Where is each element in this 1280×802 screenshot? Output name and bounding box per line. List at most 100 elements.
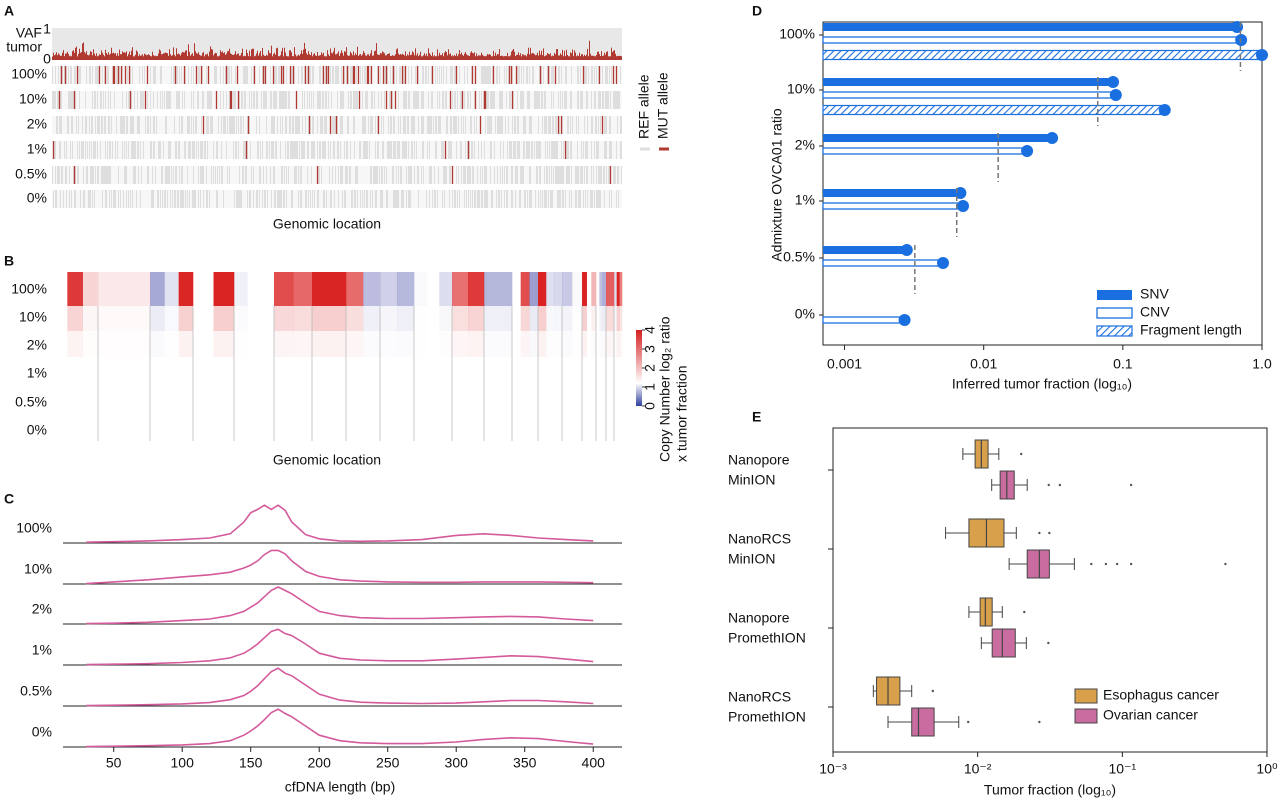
cnv-texture — [520, 331, 530, 357]
ref-texture — [52, 166, 622, 184]
box — [911, 707, 935, 737]
cnv-texture — [293, 272, 313, 306]
cnv-texture — [591, 272, 597, 306]
mut-texture — [52, 141, 567, 159]
cnv-texture — [164, 272, 179, 306]
bar — [823, 134, 1053, 142]
x-tick-label: 10⁻¹ — [1109, 761, 1137, 777]
density-line — [86, 504, 594, 543]
whisker-low — [945, 527, 969, 539]
dot — [957, 200, 970, 212]
x-tick-label: 350 — [513, 755, 537, 771]
cnv-texture — [380, 331, 397, 357]
whisker-low — [962, 448, 976, 460]
flier — [1047, 483, 1050, 487]
whisker-high — [934, 716, 960, 728]
x-tick-label: 0.01 — [970, 356, 997, 372]
cnv-texture — [363, 331, 380, 357]
x-tick-label: 300 — [445, 755, 469, 771]
flier — [1038, 531, 1041, 535]
x-axis-label: Inferred tumor fraction (log₁₀) — [952, 376, 1132, 392]
y-tick-label: PromethION — [728, 630, 806, 646]
y-tick-label: 0.5% — [783, 249, 815, 265]
flier — [1047, 641, 1050, 645]
whisker-low — [980, 637, 993, 649]
bar — [822, 36, 1242, 44]
cnv-texture — [554, 272, 563, 306]
cnv-texture — [397, 272, 415, 306]
cnv-texture — [274, 272, 294, 306]
cnv-texture — [468, 331, 485, 357]
flier — [1224, 562, 1227, 566]
flier — [1020, 452, 1023, 456]
x-tick-label: 250 — [376, 755, 400, 771]
row-label: 2% — [27, 116, 47, 132]
whisker-high — [988, 448, 1000, 460]
bar — [822, 104, 1166, 116]
y-tick-label: MinION — [728, 472, 775, 488]
dot — [1046, 132, 1059, 144]
bar — [822, 316, 906, 324]
cnv-texture — [484, 306, 513, 331]
x-tick-label: 100 — [171, 755, 195, 771]
cnv-texture — [414, 331, 427, 357]
whisker-high — [1015, 637, 1027, 649]
x-axis-label: Tumor fraction (log₁₀) — [984, 782, 1116, 798]
colorbar-tick-label: 4 — [642, 326, 658, 334]
cnv-texture — [247, 272, 261, 306]
cnv-texture — [538, 306, 547, 331]
colorbar-tick-label: 2 — [642, 364, 658, 372]
cnv-texture — [546, 306, 555, 331]
density-line — [86, 708, 594, 748]
x-tick-label: 10⁻³ — [819, 761, 847, 777]
y-tick-label: Nanopore — [728, 452, 790, 468]
panel-label: C — [4, 491, 14, 507]
cnv-texture — [312, 331, 347, 357]
track-label: VAF — [16, 25, 42, 41]
ridge-label: 10% — [24, 561, 52, 577]
cnv-texture — [234, 331, 248, 357]
cnv-texture — [616, 272, 620, 306]
y-tick-label: 0% — [795, 306, 815, 322]
cnv-texture — [312, 306, 347, 331]
flier — [1090, 562, 1093, 566]
y-tick-label: 0 — [43, 51, 51, 67]
cnv-texture — [178, 331, 194, 357]
row-label: 10% — [19, 309, 47, 325]
box — [1026, 549, 1050, 579]
cnv-texture — [468, 272, 485, 306]
colorbar-label: x tumor fraction — [674, 366, 690, 462]
cnv-texture — [213, 306, 235, 331]
flier — [1048, 531, 1051, 535]
bar — [823, 78, 1114, 86]
cnv-texture — [83, 331, 99, 357]
vaf-texture — [52, 40, 622, 60]
cnv-texture — [213, 272, 235, 306]
ridge-label: 2% — [32, 601, 52, 617]
cnv-texture — [602, 272, 607, 306]
cnv-texture — [452, 306, 469, 331]
cnv-texture — [616, 306, 620, 331]
cnv-texture — [599, 306, 603, 331]
bar — [822, 91, 1117, 99]
flier — [1104, 562, 1108, 566]
row-label: 0% — [27, 190, 47, 206]
x-tick-label: 400 — [582, 755, 606, 771]
cnv-texture — [602, 306, 607, 331]
cnv-texture — [572, 331, 582, 357]
whisker-high — [1014, 479, 1028, 491]
dot — [1256, 49, 1268, 61]
box — [979, 597, 993, 627]
cnv-texture — [397, 306, 415, 331]
whisker-low — [991, 479, 1001, 491]
y-tick-label: MinION — [728, 551, 775, 567]
x-tick-label: 0.001 — [827, 356, 862, 372]
cnv-texture — [520, 306, 530, 331]
flier — [1058, 483, 1062, 487]
cnv-texture — [234, 272, 248, 306]
cnv-texture — [234, 306, 248, 331]
density-line — [86, 586, 594, 625]
cnv-texture — [414, 272, 427, 306]
flier — [1115, 562, 1119, 566]
cnv-texture — [619, 272, 623, 306]
